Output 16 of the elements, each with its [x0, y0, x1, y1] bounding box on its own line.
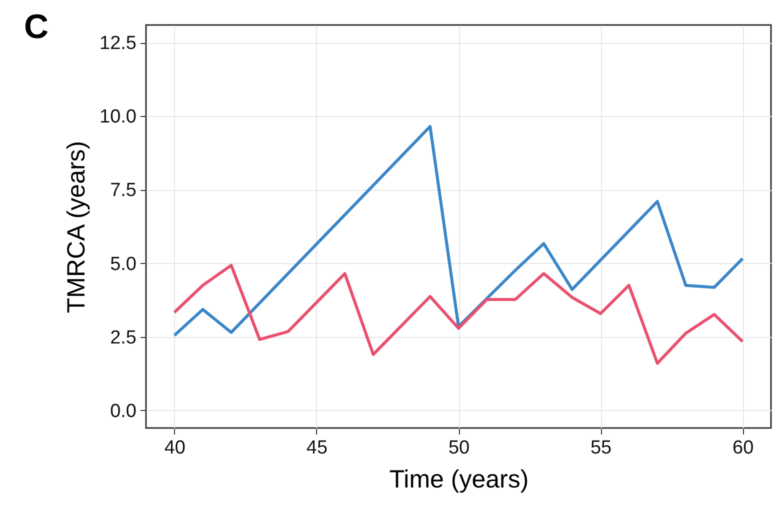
x-tick-label: 55	[590, 438, 612, 458]
y-tick-label: 10.0	[100, 106, 136, 128]
x-tick-label: 40	[164, 438, 186, 458]
y-tick-label: 2.5	[110, 327, 136, 348]
x-tick-label: 50	[448, 438, 470, 458]
y-tick-label: 7.5	[110, 180, 136, 202]
x-tick-label: 45	[306, 438, 328, 458]
y-tick-label: 5.0	[110, 254, 136, 275]
line-series	[172, 124, 744, 337]
y-axis-title: TMRCA (years)	[62, 140, 91, 314]
y-tick-label: 0.0	[110, 400, 136, 422]
y-tick-label: 12.5	[100, 33, 136, 54]
x-tick-label: 60	[732, 438, 754, 458]
line-series	[172, 264, 744, 365]
text: C	[24, 8, 49, 46]
x-axis-title: Time (years)	[389, 466, 529, 494]
